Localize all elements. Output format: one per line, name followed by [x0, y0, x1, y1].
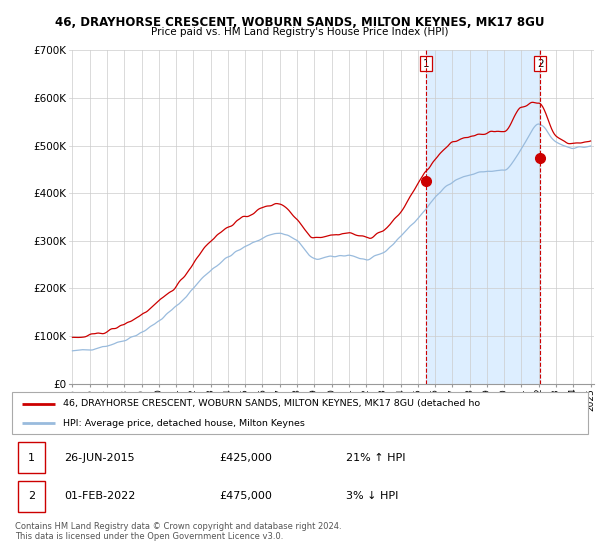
Text: £425,000: £425,000	[220, 453, 272, 463]
Text: £475,000: £475,000	[220, 491, 272, 501]
Text: 2: 2	[537, 59, 544, 69]
FancyBboxPatch shape	[12, 392, 588, 434]
Text: HPI: Average price, detached house, Milton Keynes: HPI: Average price, detached house, Milt…	[62, 418, 305, 428]
Text: 46, DRAYHORSE CRESCENT, WOBURN SANDS, MILTON KEYNES, MK17 8GU: 46, DRAYHORSE CRESCENT, WOBURN SANDS, MI…	[55, 16, 545, 29]
Text: Price paid vs. HM Land Registry's House Price Index (HPI): Price paid vs. HM Land Registry's House …	[151, 27, 449, 37]
FancyBboxPatch shape	[18, 442, 46, 473]
Text: 1: 1	[423, 59, 430, 69]
Text: 1: 1	[28, 453, 35, 463]
FancyBboxPatch shape	[18, 480, 46, 511]
Text: Contains HM Land Registry data © Crown copyright and database right 2024.
This d: Contains HM Land Registry data © Crown c…	[15, 522, 341, 542]
Text: 01-FEB-2022: 01-FEB-2022	[64, 491, 135, 501]
Text: 2: 2	[28, 491, 35, 501]
Text: 21% ↑ HPI: 21% ↑ HPI	[346, 453, 406, 463]
Text: 3% ↓ HPI: 3% ↓ HPI	[346, 491, 398, 501]
Text: 26-JUN-2015: 26-JUN-2015	[64, 453, 134, 463]
Text: 46, DRAYHORSE CRESCENT, WOBURN SANDS, MILTON KEYNES, MK17 8GU (detached ho: 46, DRAYHORSE CRESCENT, WOBURN SANDS, MI…	[62, 399, 480, 408]
Bar	[427, 50, 540, 384]
